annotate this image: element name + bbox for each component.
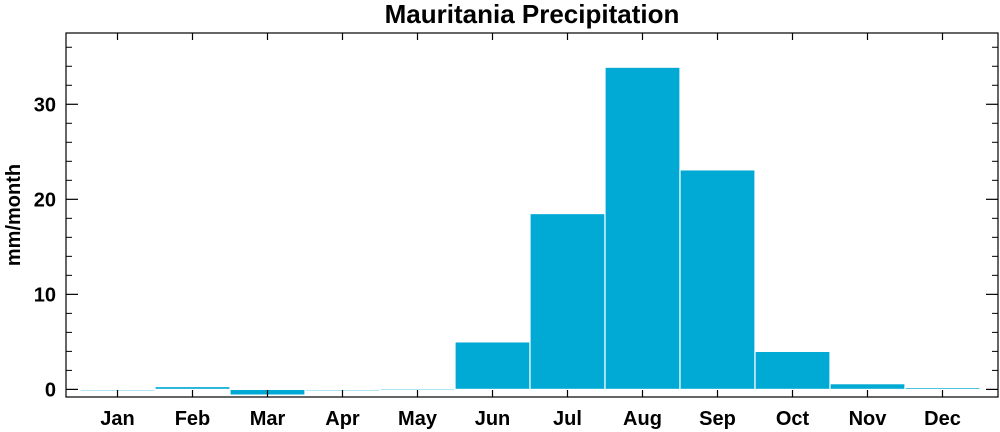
bar-may [379,387,456,391]
bar-jun [454,341,531,390]
x-tick-label-jan: Jan [100,408,134,430]
x-tick-label-oct: Oct [776,408,810,430]
bar-nov [829,383,906,390]
chart-title: Mauritania Precipitation [385,0,680,29]
bar-aug [604,66,681,390]
x-tick-label-dec: Dec [924,408,961,430]
bar-jul [529,212,606,390]
x-tick-label-may: May [398,408,438,430]
bar-dec [904,386,981,390]
x-tick-label-mar: Mar [250,408,286,430]
tick-labels-group: Jan Feb Mar Apr May Jun Jul Aug Sep Oct Nov Dec 0 10 2… [34,94,961,430]
plot-frame [65,32,999,398]
x-tick-label-jul: Jul [553,408,582,430]
bars-group [79,66,981,396]
y-tick-label-0: 0 [45,379,56,401]
bar-sep [679,169,756,390]
x-tick-label-jun: Jun [475,408,511,430]
x-tick-label-sep: Sep [699,408,736,430]
x-tick-label-aug: Aug [623,408,662,430]
bar-oct [754,350,831,390]
y-tick-label-10: 10 [34,284,56,306]
y-tick-label-20: 20 [34,189,56,211]
bar-feb [154,385,231,390]
x-tick-label-nov: Nov [849,408,888,430]
x-tick-label-feb: Feb [175,408,211,430]
y-tick-label-30: 30 [34,94,56,116]
y-axis-label: mm/month [3,164,25,266]
x-tick-label-apr: Apr [325,408,360,430]
ticks-group [66,33,998,397]
